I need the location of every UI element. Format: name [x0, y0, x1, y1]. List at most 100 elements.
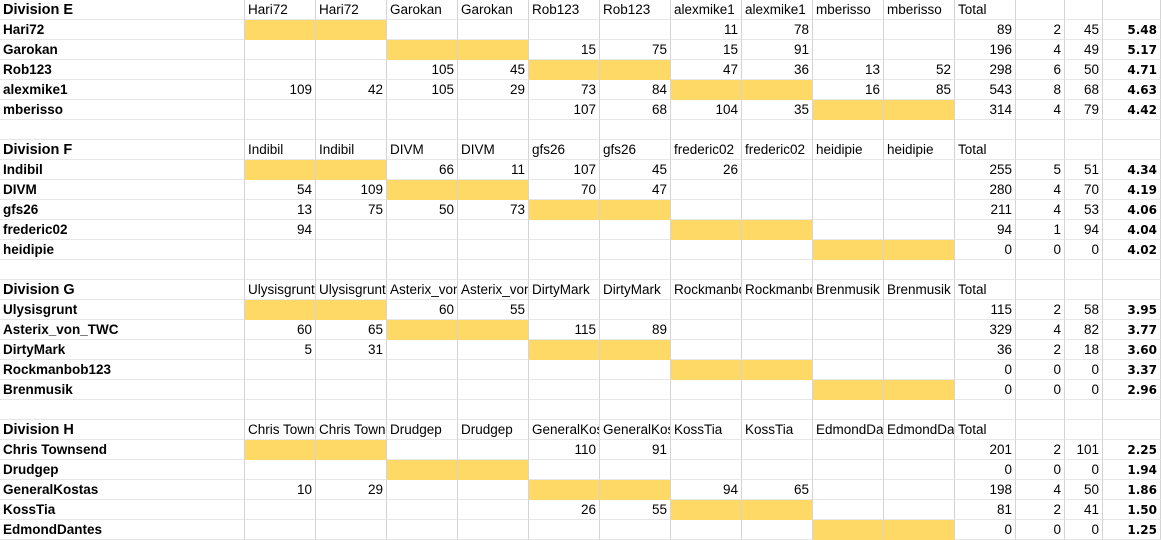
- score-cell[interactable]: [458, 500, 529, 520]
- score-cell[interactable]: 68: [600, 100, 671, 120]
- empty-cell[interactable]: [600, 260, 671, 280]
- games-cell[interactable]: 1: [1016, 220, 1065, 240]
- score-cell[interactable]: 110: [529, 440, 600, 460]
- empty-cell[interactable]: [1016, 140, 1065, 160]
- rating-cell[interactable]: 3.77: [1103, 320, 1161, 340]
- score-cell[interactable]: [813, 20, 884, 40]
- score-cell[interactable]: [245, 380, 316, 400]
- empty-cell[interactable]: [1016, 0, 1065, 20]
- column-header[interactable]: Hari72: [245, 0, 316, 20]
- empty-cell[interactable]: [813, 260, 884, 280]
- column-header[interactable]: Total: [955, 420, 1016, 440]
- rating-cell[interactable]: 3.95: [1103, 300, 1161, 320]
- average-cell[interactable]: 94: [1065, 220, 1103, 240]
- score-cell[interactable]: [387, 440, 458, 460]
- total-cell[interactable]: 36: [955, 340, 1016, 360]
- score-cell[interactable]: [600, 360, 671, 380]
- average-cell[interactable]: 51: [1065, 160, 1103, 180]
- empty-cell[interactable]: [1065, 400, 1103, 420]
- score-cell[interactable]: [884, 500, 955, 520]
- games-cell[interactable]: 2: [1016, 440, 1065, 460]
- empty-cell[interactable]: [1016, 120, 1065, 140]
- total-cell[interactable]: 280: [955, 180, 1016, 200]
- diagonal-fill-cell[interactable]: [458, 320, 529, 340]
- score-cell[interactable]: [458, 520, 529, 540]
- diagonal-fill-cell[interactable]: [458, 460, 529, 480]
- score-cell[interactable]: [884, 480, 955, 500]
- empty-cell[interactable]: [0, 120, 245, 140]
- games-cell[interactable]: 5: [1016, 160, 1065, 180]
- score-cell[interactable]: [813, 320, 884, 340]
- player-name-cell[interactable]: mberisso: [0, 100, 245, 120]
- diagonal-fill-cell[interactable]: [813, 240, 884, 260]
- score-cell[interactable]: [316, 100, 387, 120]
- column-header[interactable]: gfs26: [529, 140, 600, 160]
- score-cell[interactable]: [742, 200, 813, 220]
- score-cell[interactable]: 29: [458, 80, 529, 100]
- score-cell[interactable]: 70: [529, 180, 600, 200]
- games-cell[interactable]: 4: [1016, 100, 1065, 120]
- empty-cell[interactable]: [316, 260, 387, 280]
- rating-cell[interactable]: 1.86: [1103, 480, 1161, 500]
- column-header[interactable]: Rockmanbob123: [742, 280, 813, 300]
- rating-cell[interactable]: 4.06: [1103, 200, 1161, 220]
- empty-cell[interactable]: [387, 120, 458, 140]
- rating-cell[interactable]: 2.25: [1103, 440, 1161, 460]
- column-header[interactable]: KossTia: [742, 420, 813, 440]
- score-cell[interactable]: [387, 520, 458, 540]
- score-cell[interactable]: [884, 40, 955, 60]
- score-cell[interactable]: [813, 500, 884, 520]
- player-name-cell[interactable]: heidipie: [0, 240, 245, 260]
- score-cell[interactable]: [529, 520, 600, 540]
- player-name-cell[interactable]: Brenmusik: [0, 380, 245, 400]
- score-cell[interactable]: 11: [671, 20, 742, 40]
- player-name-cell[interactable]: Hari72: [0, 20, 245, 40]
- rating-cell[interactable]: 5.48: [1103, 20, 1161, 40]
- player-name-cell[interactable]: Indibil: [0, 160, 245, 180]
- column-header[interactable]: Ulysisgrunt: [245, 280, 316, 300]
- total-cell[interactable]: 0: [955, 240, 1016, 260]
- rating-cell[interactable]: 4.19: [1103, 180, 1161, 200]
- games-cell[interactable]: 4: [1016, 200, 1065, 220]
- diagonal-fill-cell[interactable]: [529, 200, 600, 220]
- score-cell[interactable]: [387, 340, 458, 360]
- score-cell[interactable]: 55: [600, 500, 671, 520]
- score-cell[interactable]: [529, 380, 600, 400]
- score-cell[interactable]: 89: [600, 320, 671, 340]
- diagonal-fill-cell[interactable]: [742, 500, 813, 520]
- score-cell[interactable]: 11: [458, 160, 529, 180]
- score-cell[interactable]: [387, 220, 458, 240]
- column-header[interactable]: Asterix_von_TWC: [387, 280, 458, 300]
- rating-cell[interactable]: 5.17: [1103, 40, 1161, 60]
- empty-cell[interactable]: [1065, 420, 1103, 440]
- score-cell[interactable]: [458, 240, 529, 260]
- score-cell[interactable]: [600, 380, 671, 400]
- score-cell[interactable]: [458, 340, 529, 360]
- score-cell[interactable]: [671, 380, 742, 400]
- empty-cell[interactable]: [1103, 420, 1161, 440]
- score-cell[interactable]: [316, 240, 387, 260]
- score-cell[interactable]: [458, 380, 529, 400]
- score-cell[interactable]: [742, 520, 813, 540]
- score-cell[interactable]: 91: [742, 40, 813, 60]
- score-cell[interactable]: 73: [458, 200, 529, 220]
- score-cell[interactable]: [884, 180, 955, 200]
- score-cell[interactable]: [458, 480, 529, 500]
- games-cell[interactable]: 2: [1016, 500, 1065, 520]
- column-header[interactable]: Garokan: [458, 0, 529, 20]
- diagonal-fill-cell[interactable]: [742, 80, 813, 100]
- score-cell[interactable]: [529, 300, 600, 320]
- column-header[interactable]: Hari72: [316, 0, 387, 20]
- column-header[interactable]: Ulysisgrunt: [316, 280, 387, 300]
- score-cell[interactable]: [529, 20, 600, 40]
- score-cell[interactable]: [884, 460, 955, 480]
- diagonal-fill-cell[interactable]: [813, 100, 884, 120]
- empty-cell[interactable]: [1016, 400, 1065, 420]
- player-name-cell[interactable]: KossTia: [0, 500, 245, 520]
- division-title[interactable]: Division G: [0, 280, 245, 300]
- average-cell[interactable]: 0: [1065, 380, 1103, 400]
- total-cell[interactable]: 0: [955, 380, 1016, 400]
- average-cell[interactable]: 70: [1065, 180, 1103, 200]
- column-header[interactable]: Drudgep: [458, 420, 529, 440]
- score-cell[interactable]: [316, 380, 387, 400]
